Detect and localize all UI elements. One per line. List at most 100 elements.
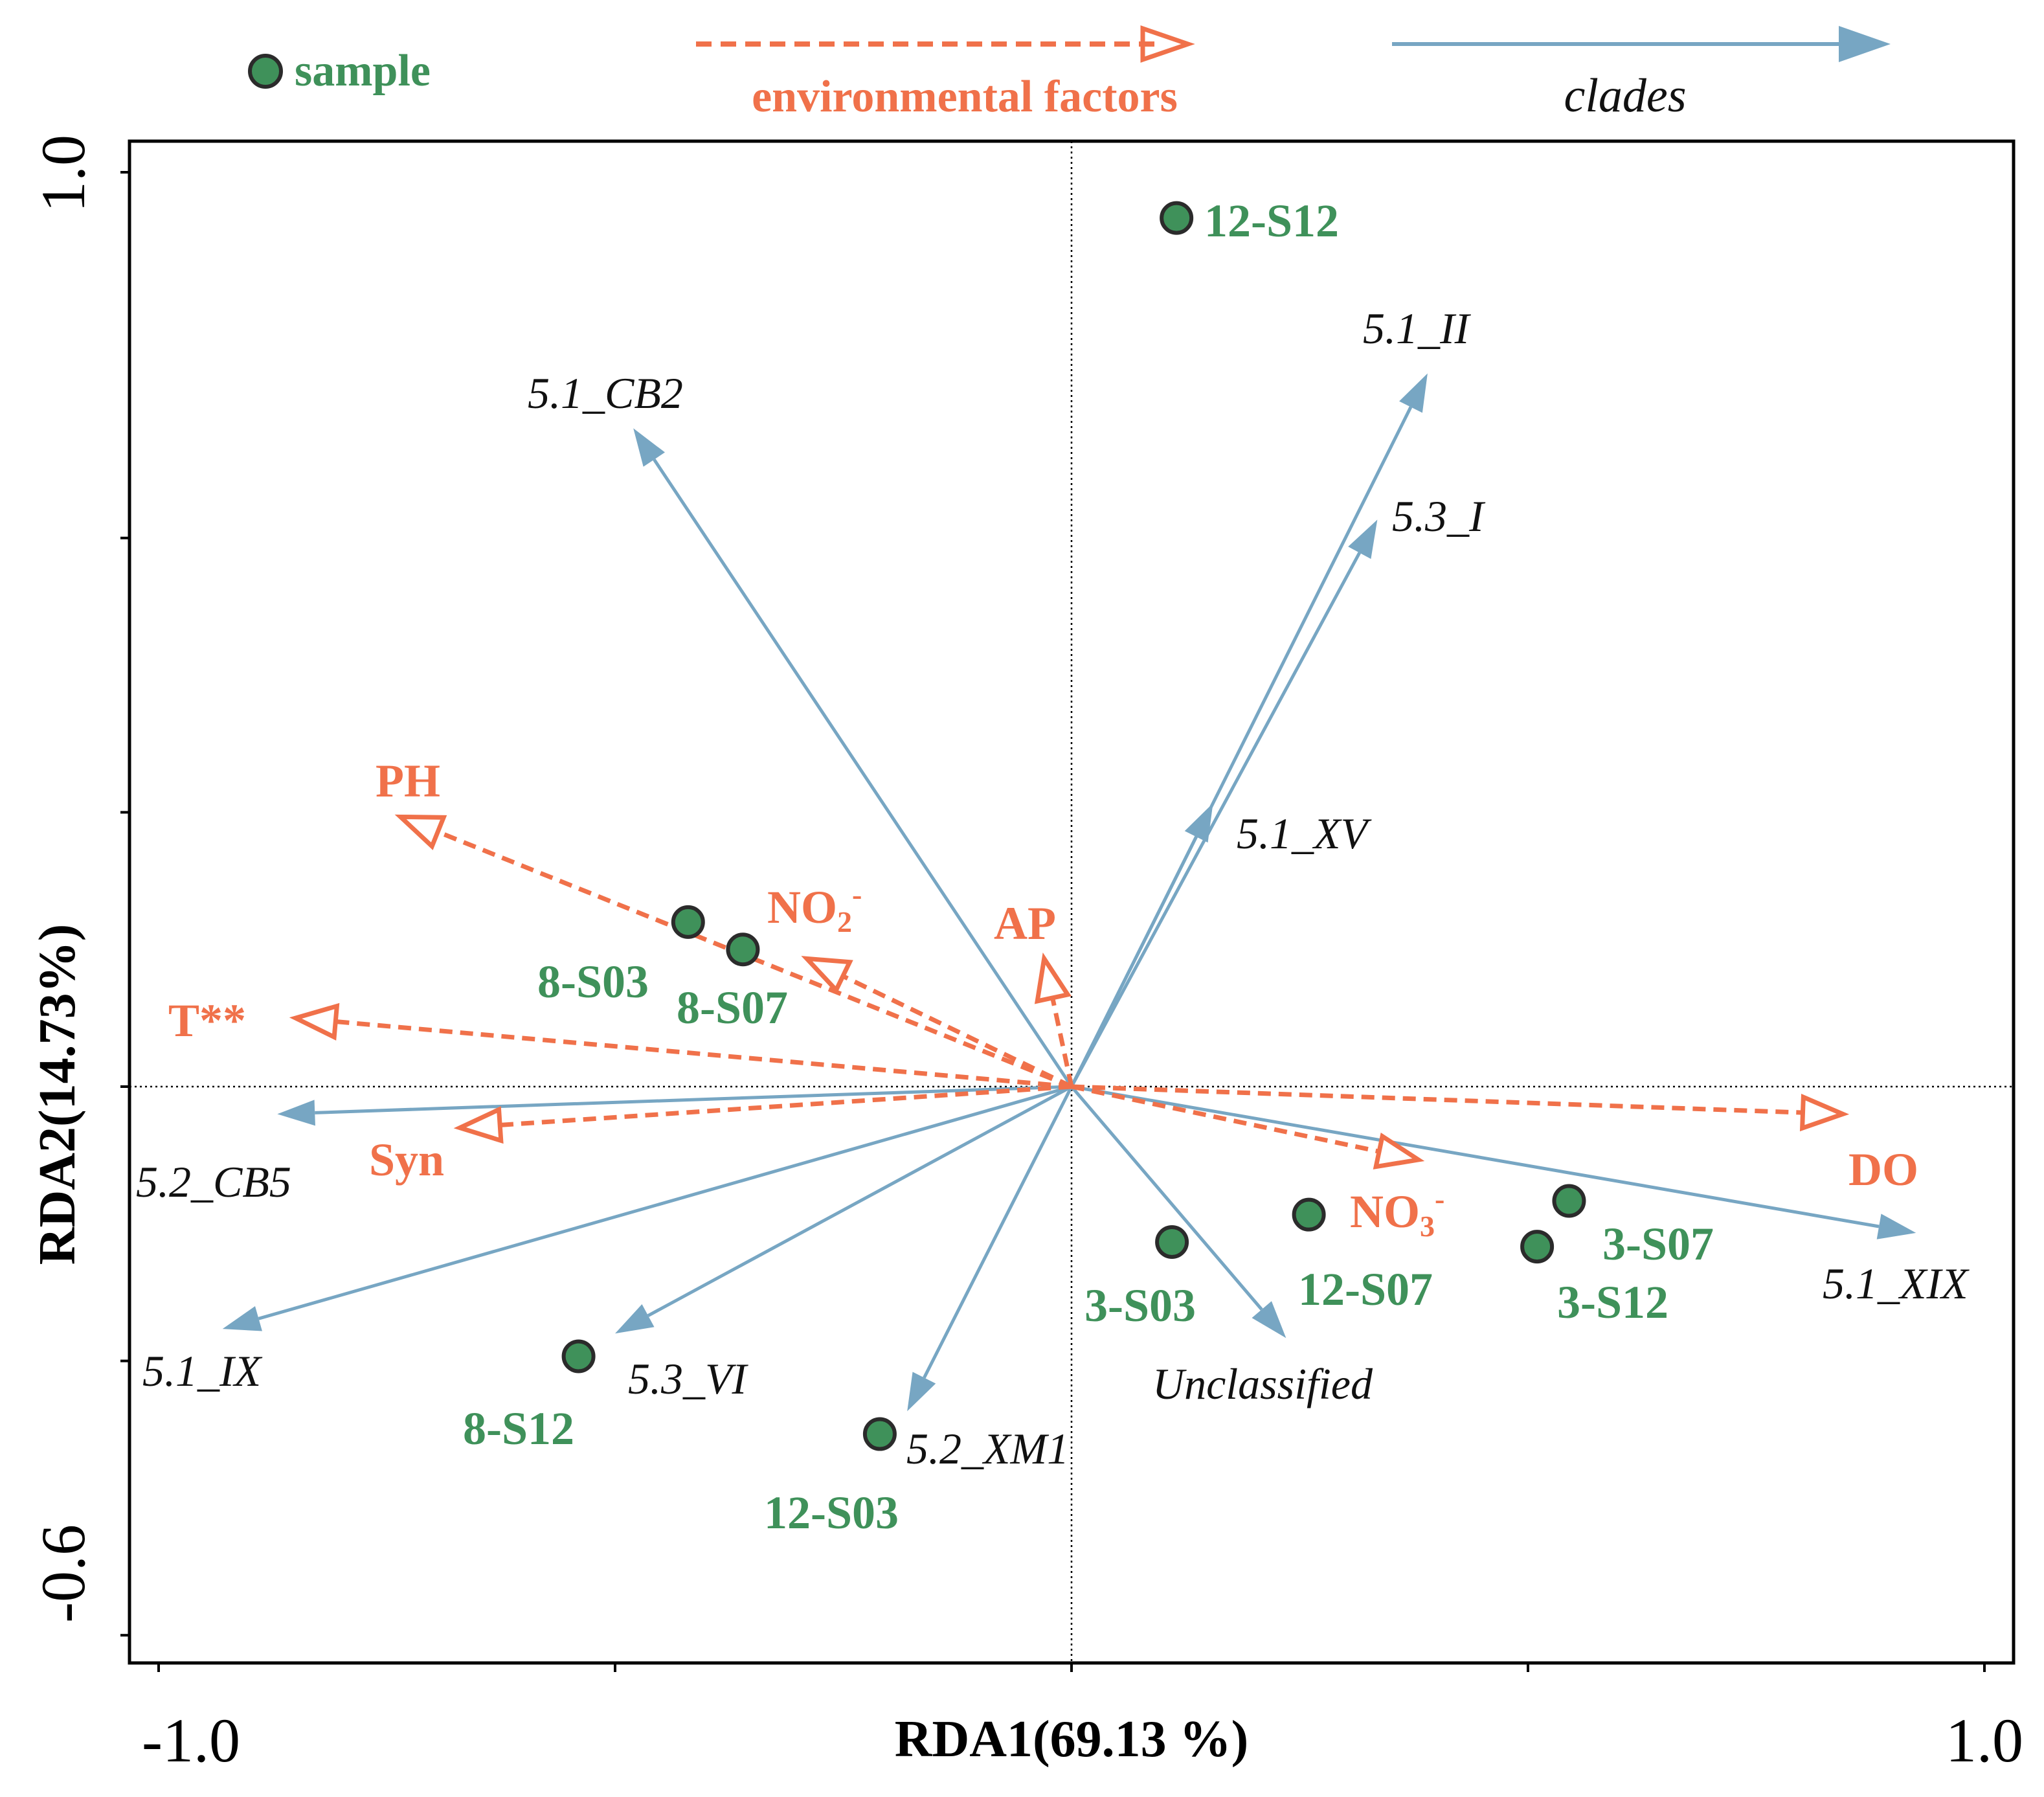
clade-arrowhead [1348,519,1378,559]
sample-12-s03: 12-S03 [764,1417,899,1539]
sample-label: 8-S07 [677,982,788,1034]
legend-clade-arrowhead [1839,26,1891,62]
env-arrow-line [842,974,1073,1089]
clade-arrowhead [907,1372,936,1412]
sample-3-s07: 3-S07 [1552,1184,1714,1270]
x-axis-title: RDA1(69.13 %) [895,1711,1249,1768]
clade-arrowhead [633,428,665,467]
clade-arrowhead [1252,1301,1286,1339]
x-tick-label-min: -1.0 [142,1706,240,1775]
sample-label: 8-S12 [463,1403,574,1454]
clade-arrow-line [258,1085,1072,1320]
env-syn: Syn [369,1084,1072,1186]
y-axis-title: RDA2(14.73%) [29,924,86,1265]
sample-12-s07: 12-S07 [1292,1197,1433,1315]
env-label: DO [1848,1144,1918,1195]
env-arrowhead [394,814,447,850]
env-label: AP [994,898,1056,949]
sample-3-s03: 3-S03 [1084,1225,1196,1331]
clade-5-1-xv: 5.1_XV [1070,803,1373,1088]
env-label: T** [168,995,246,1046]
clade-label: 5.2_XM1 [906,1424,1069,1473]
env-no2: NO2- [767,878,1073,1089]
sample-point [671,905,705,939]
env-label: Syn [369,1134,444,1186]
sample-point [1155,1225,1189,1260]
env-ap: AP [994,898,1074,1087]
clade-arrow-line [923,1085,1073,1379]
env-arrowhead [801,956,853,995]
env-arrowhead [1373,1132,1425,1170]
clade-label: 5.3_VI [628,1354,749,1403]
sample-point [1160,201,1194,235]
sample-label: 12-S12 [1204,195,1339,247]
env-arrow-line [1071,1084,1380,1154]
legend-env-label: environmental factors [752,72,1178,122]
clade-label: 5.1_XIX [1823,1259,1970,1308]
clade-arrowhead [615,1304,655,1334]
x-axis-ticks [157,1663,1986,1672]
env-t: T** [168,995,1072,1089]
clade-arrow-line [653,458,1073,1088]
env-arrow-line [1050,997,1074,1087]
sample-point [1292,1197,1326,1232]
sample-label: 12-S07 [1298,1263,1433,1315]
clade-5-2-cb5: 5.2_CB5 [136,1085,1072,1206]
legend-sample-marker [248,54,283,89]
clade-arrows: 5.1_CB2 5.1_II 5.3_I 5.1_XV 5.2_CB5 5.1_IX 5.3… [136,304,1970,1473]
env-arrow-line [1071,1084,1803,1115]
y-axis-ticks [120,171,129,1637]
clade-arrow-line [1071,1085,1880,1228]
sample-12-s12: 12-S12 [1160,195,1339,247]
env-arrowhead [1799,1093,1850,1132]
clade-label: 5.1_CB2 [528,368,683,418]
env-arrowhead [453,1106,504,1144]
env-label: NO2- [767,878,862,938]
y-tick-label-min: -0.6 [28,1524,98,1623]
clade-5-1-ix: 5.1_IX [142,1085,1072,1396]
legend-clade-label: clades [1564,69,1686,122]
sample-label: 3-S07 [1602,1218,1714,1270]
sample-label: 3-S03 [1084,1280,1196,1331]
env-arrowhead [289,1002,340,1041]
sample-3-s12: 3-S12 [1520,1230,1668,1328]
sample-8-s07: 8-S07 [677,932,788,1034]
x-tick-label-max: 1.0 [1946,1706,2023,1775]
clade-arrow-line [647,1085,1073,1317]
clade-label: Unclassified [1152,1359,1373,1408]
clade-5-3-i: 5.3_I [1070,492,1486,1088]
clade-arrowhead [222,1306,262,1331]
clade-label: 5.1_II [1363,304,1472,353]
clade-arrow-line [1070,1085,1263,1311]
legend-env-arrowhead [1140,25,1195,63]
legend: sample environmental factors clades [248,25,1891,122]
clade-arrow-line [1070,552,1362,1088]
clade-5-3-vi: 5.3_VI [615,1085,1073,1403]
sample-point [726,932,760,967]
sample-8-s12: 8-S12 [463,1339,596,1454]
clade-arrow-line [315,1085,1072,1114]
clade-unclassified: Unclassified [1070,1085,1373,1408]
clade-label: 5.2_CB5 [136,1157,291,1206]
clade-arrowhead [1399,373,1428,413]
environmental-factor-arrows: PH NO2- AP T** Syn NO3- DO [168,755,1918,1243]
sample-8-s03: 8-S03 [537,905,705,1008]
clade-arrowhead [277,1100,315,1126]
sample-points: 12-S12 8-S03 8-S07 3-S03 12-S07 3-S07 3-S12 8-S… [463,195,1714,1539]
sample-label: 8-S03 [537,956,649,1008]
env-arrow-line [499,1084,1072,1127]
env-do: DO [1071,1084,1918,1195]
sample-point [862,1417,897,1451]
y-tick-label-max: 1.0 [28,135,98,212]
sample-point [1520,1230,1555,1264]
env-no3: NO3- [1071,1084,1444,1243]
sample-point [1552,1184,1586,1218]
clade-label: 5.1_XV [1237,809,1373,858]
clade-5-1-xix: 5.1_XIX [1071,1085,1970,1308]
legend-sample-label: sample [295,46,431,96]
clade-5-1-ii: 5.1_II [1070,304,1472,1088]
clade-arrowhead [1184,803,1213,843]
clade-arrow-line [1070,836,1198,1088]
clade-label: 5.3_I [1392,492,1486,541]
sample-label: 12-S03 [764,1487,899,1539]
